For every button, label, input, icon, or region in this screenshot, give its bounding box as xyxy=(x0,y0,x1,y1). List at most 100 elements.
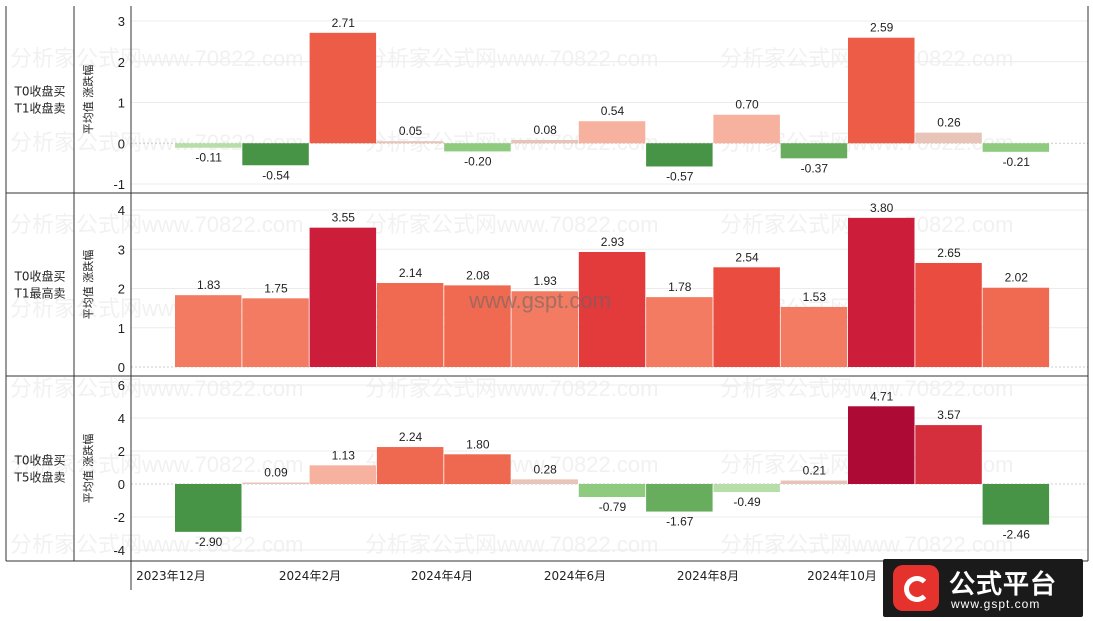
data-label: -1.67 xyxy=(666,515,694,529)
data-label: 2.59 xyxy=(870,21,894,35)
data-label: -0.20 xyxy=(464,154,492,168)
data-label: 3.55 xyxy=(332,211,356,225)
data-label: -0.79 xyxy=(599,500,627,514)
bar xyxy=(848,217,915,367)
data-label: 1.13 xyxy=(332,448,356,462)
data-label: 2.54 xyxy=(735,250,759,264)
y-tick-label: 2 xyxy=(118,55,125,70)
bar xyxy=(578,484,646,498)
watermark-text: 分析家公式网www.70822.com xyxy=(365,532,658,557)
data-label: 0.09 xyxy=(264,466,288,480)
bar xyxy=(646,143,713,167)
y-tick-label: 4 xyxy=(118,411,125,426)
bar xyxy=(242,482,309,485)
y-tick-label: 3 xyxy=(118,242,125,257)
data-label: -2.46 xyxy=(1003,528,1031,542)
bar xyxy=(578,251,646,367)
bars-layer xyxy=(175,32,1050,532)
panel-label: T1收盘卖 xyxy=(14,101,66,116)
bar xyxy=(713,267,780,367)
bar xyxy=(780,143,848,159)
data-label: 0.70 xyxy=(735,98,759,112)
y-tick-label: 2 xyxy=(118,444,125,459)
watermark-text: 分析家公式网www.70822.com xyxy=(10,212,303,237)
bar xyxy=(578,121,646,144)
data-label: 1.93 xyxy=(533,274,557,288)
panel-label: T0收盘买 xyxy=(14,269,66,284)
data-label: 3.80 xyxy=(870,201,894,215)
data-label: 1.83 xyxy=(197,278,221,292)
bar xyxy=(915,425,982,484)
y-axis-title: 平均值 涨跌幅 xyxy=(81,250,95,320)
data-label: 1.53 xyxy=(803,290,827,304)
data-label: -0.21 xyxy=(1003,155,1031,169)
watermark-text: 分析家公式网www.70822.com xyxy=(10,376,303,401)
bar xyxy=(309,465,377,484)
data-label: 1.75 xyxy=(264,281,288,295)
bar xyxy=(376,283,444,367)
bar xyxy=(780,306,848,367)
bar xyxy=(444,454,511,484)
panel-label: T0收盘买 xyxy=(14,84,66,99)
labels-layer: -1 0 1 2 3 -0.11 -0.54 2.71 0.05 -0.20 0.08 0.54 -0.… xyxy=(14,14,1031,583)
bar xyxy=(175,484,242,532)
y-tick-label: 1 xyxy=(118,321,125,336)
data-label: -2.90 xyxy=(195,535,223,549)
y-axis-title: 平均值 涨跌幅 xyxy=(81,65,95,135)
data-label: 2.65 xyxy=(937,246,961,260)
bar xyxy=(915,132,982,144)
bar xyxy=(309,227,377,367)
bar xyxy=(713,114,780,144)
y-tick-label: 6 xyxy=(118,378,125,393)
watermark-text: 分析家公式网www.70822.com xyxy=(720,532,1013,557)
bar xyxy=(646,484,713,512)
data-label: 2.93 xyxy=(601,235,625,249)
bar xyxy=(780,480,848,484)
bar xyxy=(915,262,982,367)
bar xyxy=(646,297,713,367)
bar xyxy=(175,143,242,148)
x-tick-label: 2023年12月 xyxy=(136,569,206,583)
data-label: -0.37 xyxy=(801,161,829,175)
data-label: 2.14 xyxy=(399,266,423,280)
bar xyxy=(309,32,377,144)
data-label: 0.28 xyxy=(533,462,557,476)
y-tick-label: -1 xyxy=(113,177,125,192)
data-label: 0.54 xyxy=(601,104,625,118)
y-tick-label: 2 xyxy=(118,282,125,297)
watermark-text: 分析家公式网www.70822.com xyxy=(10,452,303,477)
panel-label: T0收盘买 xyxy=(14,453,66,468)
data-label: 1.80 xyxy=(466,437,490,451)
bar xyxy=(242,143,309,166)
data-label: 1.78 xyxy=(668,280,692,294)
data-label: -0.49 xyxy=(733,495,761,509)
bar xyxy=(848,406,915,484)
watermark-text: 分析家公式网www.70822.com xyxy=(10,532,303,557)
brand-logo: 公式平台 www.gspt.com xyxy=(883,559,1083,617)
x-tick-label: 2024年10月 xyxy=(807,569,877,583)
bar xyxy=(242,298,309,367)
y-tick-label: -2 xyxy=(113,510,125,525)
x-tick-label: 2024年8月 xyxy=(677,569,739,583)
center-watermark: www.gspt.com xyxy=(468,288,611,313)
watermark-text: 分析家公式网www.70822.com xyxy=(720,376,1013,401)
y-tick-label: 0 xyxy=(118,477,125,492)
watermark-text: 分析家公式网www.70822.com xyxy=(10,46,303,71)
g-logo-icon xyxy=(893,565,939,611)
y-tick-label: 0 xyxy=(118,360,125,375)
data-label: -0.11 xyxy=(195,151,222,165)
logo-brand: 公式平台 xyxy=(949,570,1058,600)
panel-label: T5收盘卖 xyxy=(14,470,66,485)
x-tick-label: 2024年4月 xyxy=(411,569,473,583)
data-label: 0.21 xyxy=(803,464,827,478)
y-tick-label: 1 xyxy=(118,96,125,111)
bar xyxy=(444,143,511,152)
y-axis-title: 平均值 涨跌幅 xyxy=(81,434,95,504)
data-label: 4.71 xyxy=(870,389,894,403)
data-label: -0.54 xyxy=(262,168,290,182)
data-label: 3.57 xyxy=(937,408,961,422)
y-tick-label: 3 xyxy=(118,14,125,29)
watermark-text: 分析家公式网www.70822.com xyxy=(365,46,658,71)
data-label: 0.08 xyxy=(533,123,557,137)
